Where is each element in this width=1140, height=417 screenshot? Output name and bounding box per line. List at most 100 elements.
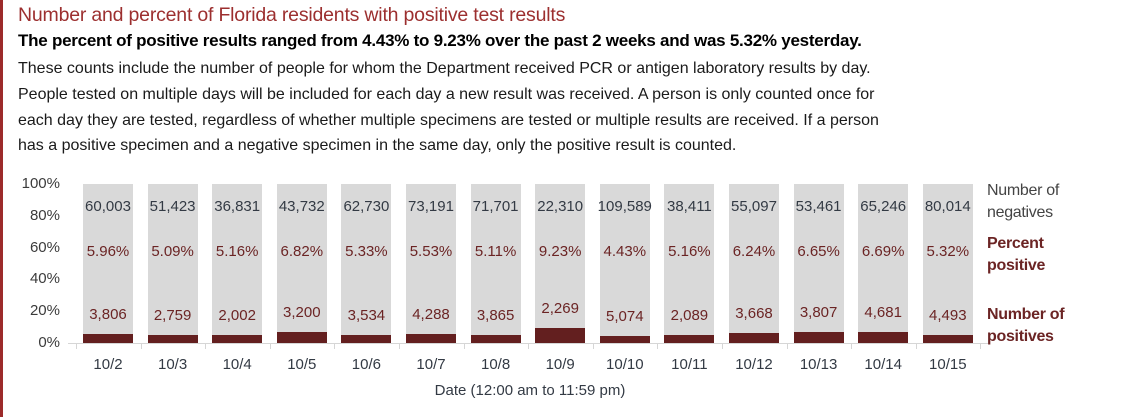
percent-positive-label: 6.82% xyxy=(280,243,324,260)
x-tick-label: 10/3 xyxy=(157,356,188,373)
x-tick-label: 10/4 xyxy=(222,356,252,373)
negatives-value-label: 22,310 xyxy=(537,198,584,215)
y-tick-label: 60% xyxy=(29,238,60,256)
x-tick-label: 10/11 xyxy=(671,356,708,373)
bar-segment-positives xyxy=(535,328,586,343)
bar-segment-positives xyxy=(341,334,392,343)
stacked-bar xyxy=(664,184,715,343)
negatives-value-label: 36,831 xyxy=(214,198,261,215)
x-tick-label: 10/8 xyxy=(480,356,511,373)
negatives-value-label: 51,423 xyxy=(149,198,196,215)
stacked-bar xyxy=(406,184,456,343)
percent-positive-label: 6.65% xyxy=(797,243,840,260)
y-tick-label: 40% xyxy=(29,270,60,288)
x-axis-tick xyxy=(334,343,336,349)
positives-value-label: 2,089 xyxy=(670,306,709,324)
bar-segment-positives xyxy=(922,334,973,343)
bar-segment-negatives xyxy=(406,184,456,335)
x-axis-tick xyxy=(786,343,788,349)
chart-description: These counts include the number of peopl… xyxy=(18,56,1018,159)
bar-segment-negatives xyxy=(212,184,263,335)
stacked-bar xyxy=(147,184,198,343)
negatives-value-label: 38,411 xyxy=(667,198,712,215)
bar-segment-positives xyxy=(147,334,198,343)
stacked-bar xyxy=(276,184,327,343)
stacked-bar-chart: 100% 80% 60% 40% 20% 0% 60,003 5.96% 3,806 10/2 5… xyxy=(0,170,1140,417)
positives-value-label: 2,002 xyxy=(218,306,256,324)
bar-segment-negatives xyxy=(793,184,844,333)
bar-segment-positives xyxy=(276,332,327,343)
x-axis-tick xyxy=(269,343,271,349)
y-tick-label: 20% xyxy=(29,302,60,320)
x-tick-label: 10/7 xyxy=(416,356,446,373)
negatives-value-label: 60,003 xyxy=(85,198,131,215)
negatives-value-label: 80,014 xyxy=(924,198,971,215)
bar-segment-negatives xyxy=(470,184,521,335)
negatives-value-label: 43,732 xyxy=(278,198,325,215)
bar-segment-negatives xyxy=(858,184,909,333)
percent-positive-label: 5.53% xyxy=(409,243,453,260)
positives-value-label: 2,269 xyxy=(541,300,579,318)
y-tick-label: 80% xyxy=(29,206,60,224)
bar-segment-negatives xyxy=(341,184,392,335)
bar-segment-positives xyxy=(664,334,715,343)
positives-value-label: 2,759 xyxy=(153,306,192,324)
bar-segment-negatives xyxy=(83,184,133,334)
bar-segment-positives xyxy=(83,333,133,343)
positives-value-label: 4,681 xyxy=(864,304,902,322)
bar-segment-negatives xyxy=(599,184,650,336)
negatives-value-label: 73,191 xyxy=(408,198,454,215)
bar-segment-positives xyxy=(406,334,456,343)
description-line: each day they are tested, regardless of … xyxy=(18,111,879,129)
x-tick-label: 10/14 xyxy=(864,356,902,373)
positives-value-label: 5,074 xyxy=(606,307,644,325)
stacked-bar xyxy=(922,184,973,343)
x-axis-tick xyxy=(140,343,142,349)
percent-positive-label: 9.23% xyxy=(538,243,582,260)
x-tick-label: 10/2 xyxy=(93,356,123,373)
x-axis-line xyxy=(68,343,988,344)
stacked-bar xyxy=(470,184,521,343)
positives-value-label: 3,200 xyxy=(283,304,321,322)
positives-value-label: 3,668 xyxy=(735,305,773,323)
positives-value-label: 3,807 xyxy=(799,304,838,322)
x-axis-tick xyxy=(980,343,982,349)
percent-positive-label: 5.11% xyxy=(474,243,517,260)
bar-segment-positives xyxy=(212,334,263,343)
legend-positives: Number of positives xyxy=(987,306,1065,345)
percent-positive-label: 5.09% xyxy=(151,243,194,260)
x-axis-tick xyxy=(76,343,77,349)
x-axis-tick xyxy=(399,343,400,349)
left-accent-rule xyxy=(0,0,3,417)
negatives-value-label: 53,461 xyxy=(795,198,842,215)
negatives-value-label: 65,246 xyxy=(860,198,907,215)
bar-segment-positives xyxy=(599,335,650,343)
x-tick-label: 10/9 xyxy=(545,356,575,373)
x-axis-tick xyxy=(463,343,465,349)
bar-segment-negatives xyxy=(276,184,327,333)
positives-value-label: 3,865 xyxy=(476,306,515,324)
x-axis-tick xyxy=(657,343,659,349)
x-axis-tick xyxy=(915,343,917,349)
stacked-bar xyxy=(793,184,844,343)
stacked-bar xyxy=(729,184,779,343)
bar-segment-negatives xyxy=(535,184,586,329)
percent-positive-label: 6.69% xyxy=(861,243,905,260)
x-axis-tick xyxy=(528,343,530,349)
x-tick-label: 10/6 xyxy=(351,356,381,373)
percent-positive-label: 5.96% xyxy=(86,243,130,260)
x-axis-title: Date (12:00 am to 11:59 pm) xyxy=(434,382,626,399)
x-tick-label: 10/12 xyxy=(735,356,773,373)
percent-positive-label: 6.24% xyxy=(732,243,776,260)
legend-percent-positive: Percent positive xyxy=(987,235,1046,274)
positives-value-label: 4,493 xyxy=(929,306,967,324)
negatives-value-label: 109,589 xyxy=(597,198,652,215)
percent-positive-label: 4.43% xyxy=(603,243,647,260)
bar-segment-negatives xyxy=(664,184,715,335)
bar-segment-positives xyxy=(858,332,909,343)
bar-segment-positives xyxy=(470,334,521,343)
description-line: has a positive specimen and a negative s… xyxy=(18,137,737,155)
percent-positive-label: 5.16% xyxy=(215,243,259,260)
description-line: People tested on multiple days will be i… xyxy=(18,85,875,103)
positives-value-label: 4,288 xyxy=(412,306,450,324)
